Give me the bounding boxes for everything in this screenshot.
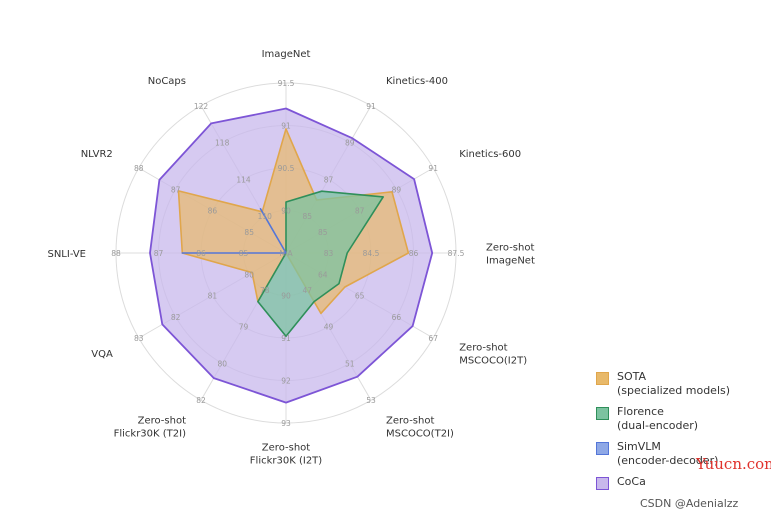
- tick-label: 64: [318, 270, 328, 279]
- tick-label: 87: [171, 185, 181, 194]
- axis-label: Zero-shot: [262, 443, 310, 454]
- tick-label: 91: [428, 164, 438, 173]
- tick-label: 65: [355, 292, 365, 301]
- axis-label: Kinetics-400: [386, 76, 448, 87]
- tick-label: 86: [208, 207, 218, 216]
- tick-label: 122: [194, 102, 209, 111]
- legend-item-florence: Florence (dual-encoder): [596, 405, 766, 433]
- axis-label: VQA: [91, 349, 113, 360]
- axis-label: MSCOCO(T2I): [386, 429, 454, 440]
- watermark-site: Yuucn.com: [696, 455, 771, 473]
- tick-label: 82: [171, 313, 181, 322]
- legend-swatch-coca: [596, 477, 609, 490]
- tick-label: 80: [218, 359, 228, 368]
- tick-label: 67: [428, 334, 438, 343]
- tick-label: 87: [355, 207, 365, 216]
- tick-label: 87: [324, 175, 334, 184]
- tick-label: 80: [244, 270, 254, 279]
- axis-label: SNLI-VE: [47, 249, 86, 260]
- tick-label: 85: [239, 249, 249, 258]
- series-florence-polygon: [257, 190, 385, 338]
- tick-label: 82: [196, 396, 206, 405]
- tick-label: 85: [244, 228, 254, 237]
- legend: SOTA (specialized models) Florence (dual…: [596, 370, 766, 497]
- tick-label: 114: [236, 175, 251, 184]
- tick-label: 87.5: [448, 249, 465, 258]
- tick-label: 91: [281, 334, 291, 343]
- tick-label: 83: [134, 334, 144, 343]
- tick-label: 91.5: [278, 79, 295, 88]
- tick-label: 90.5: [278, 164, 295, 173]
- tick-label: 53: [366, 396, 376, 405]
- tick-label: 91: [281, 122, 291, 131]
- legend-label-sota: SOTA (specialized models): [617, 370, 731, 397]
- tick-label: 90: [281, 292, 291, 301]
- tick-label: 87: [154, 249, 164, 258]
- axis-label: Kinetics-600: [459, 149, 521, 160]
- series-simvlm-polygon: [181, 208, 287, 254]
- tick-label: 85: [318, 228, 328, 237]
- axis-label: Flickr30K (I2T): [250, 456, 322, 467]
- tick-label: 79: [239, 323, 249, 332]
- axis-label: Zero-shot: [138, 416, 186, 427]
- tick-label: 88: [134, 164, 144, 173]
- legend-item-coca: CoCa: [596, 475, 766, 490]
- tick-label: 66: [392, 313, 402, 322]
- legend-label-florence: Florence (dual-encoder): [617, 405, 699, 432]
- axis-label: NLVR2: [81, 149, 113, 160]
- tick-label: 90: [281, 207, 291, 216]
- legend-label-simvlm: SimVLM (encoder-decoder): [617, 440, 719, 467]
- tick-label: 118: [215, 139, 230, 148]
- tick-label: 93: [281, 419, 291, 428]
- legend-label-coca: CoCa: [617, 475, 646, 488]
- axis-label: ImageNet: [262, 49, 311, 60]
- tick-label: 89: [345, 139, 355, 148]
- axis-label: Zero-shot: [386, 416, 434, 427]
- legend-swatch-simvlm: [596, 442, 609, 455]
- tick-label: 88: [111, 249, 121, 258]
- legend-swatch-sota: [596, 372, 609, 385]
- tick-label: 92: [281, 377, 291, 386]
- legend-item-sota: SOTA (specialized models): [596, 370, 766, 398]
- axis-label: Zero-shot: [486, 243, 534, 254]
- tick-label: 91: [366, 102, 376, 111]
- tick-label: 49: [324, 323, 334, 332]
- tick-label: 86: [196, 249, 206, 258]
- watermark-csdn: CSDN @Adenialzz: [640, 497, 739, 510]
- tick-label: 85: [303, 212, 313, 221]
- tick-label: 89: [392, 185, 402, 194]
- axis-label: ImageNet: [486, 256, 535, 267]
- axis-label: NoCaps: [148, 76, 186, 87]
- tick-label: 83: [324, 249, 334, 258]
- tick-label: 86: [409, 249, 419, 258]
- center-label: N/A: [279, 249, 293, 258]
- axis-label: MSCOCO(I2T): [459, 356, 527, 367]
- tick-label: 110: [258, 212, 273, 221]
- tick-label: 51: [345, 359, 355, 368]
- axis-label: Zero-shot: [459, 343, 507, 354]
- tick-label: 84.5: [363, 249, 380, 258]
- tick-label: 47: [303, 286, 313, 295]
- axis-label: Flickr30K (T2I): [114, 429, 186, 440]
- legend-swatch-florence: [596, 407, 609, 420]
- legend-item-simvlm: SimVLM (encoder-decoder): [596, 440, 766, 468]
- tick-label: 78: [260, 286, 270, 295]
- tick-label: 81: [208, 292, 218, 301]
